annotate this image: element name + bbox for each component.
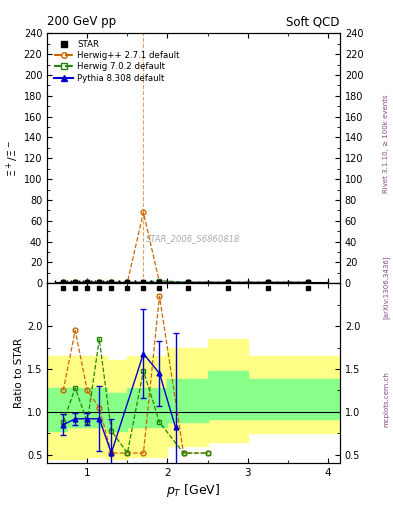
X-axis label: $p_T$ [GeV]: $p_T$ [GeV]: [166, 482, 221, 499]
Y-axis label: $\Xi^+/\Xi^-$: $\Xi^+/\Xi^-$: [5, 140, 21, 177]
Text: Soft QCD: Soft QCD: [286, 15, 340, 28]
Text: STAR_2006_S6860818: STAR_2006_S6860818: [146, 234, 241, 243]
Text: Rivet 3.1.10, ≥ 100k events: Rivet 3.1.10, ≥ 100k events: [383, 94, 389, 193]
Text: [arXiv:1306.3436]: [arXiv:1306.3436]: [382, 255, 389, 318]
Text: 200 GeV pp: 200 GeV pp: [47, 15, 116, 28]
Y-axis label: Ratio to STAR: Ratio to STAR: [14, 338, 24, 409]
Text: mcplots.cern.ch: mcplots.cern.ch: [383, 371, 389, 428]
Legend: STAR, Herwig++ 2.7.1 default, Herwig 7.0.2 default, Pythia 8.308 default: STAR, Herwig++ 2.7.1 default, Herwig 7.0…: [51, 37, 182, 85]
